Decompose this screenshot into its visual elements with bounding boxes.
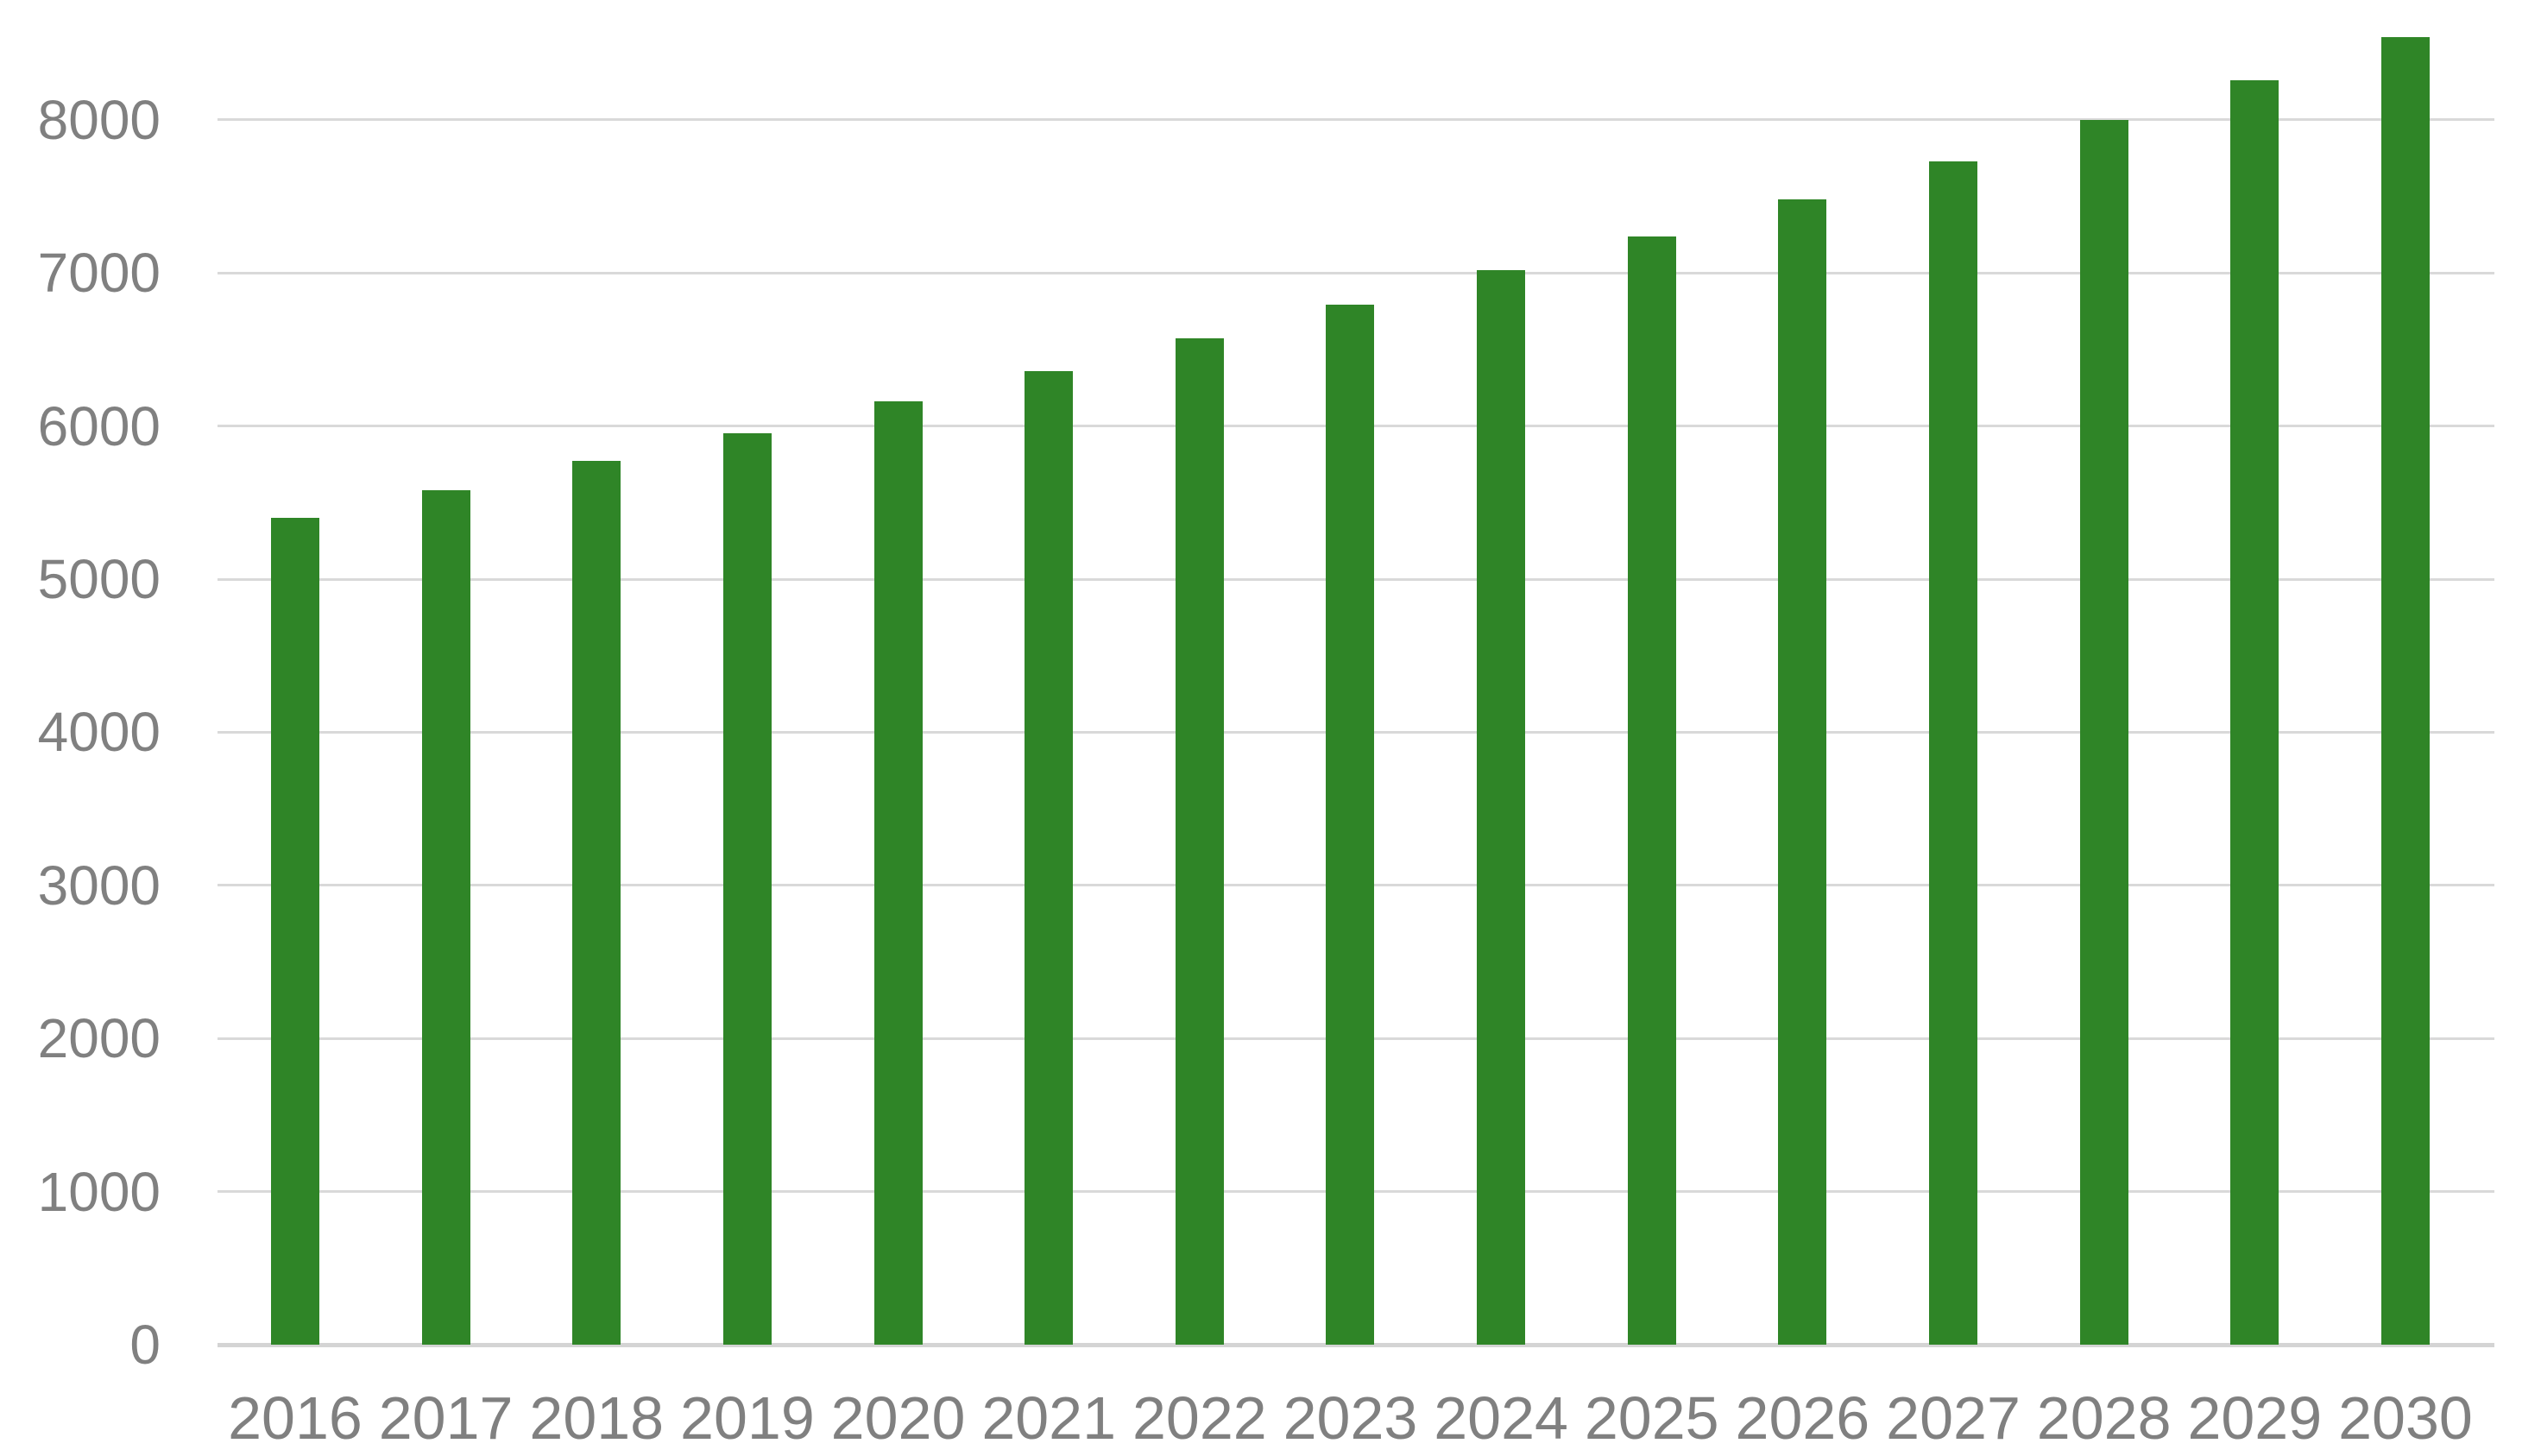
x-tick-label-2030: 2030 xyxy=(2338,1384,2473,1452)
bar-2023 xyxy=(1326,305,1375,1345)
bar-2017 xyxy=(421,490,470,1345)
x-tick-label-2025: 2025 xyxy=(1584,1384,1719,1452)
y-tick-label-4000: 4000 xyxy=(37,701,161,764)
x-axis-line xyxy=(218,1342,2494,1347)
x-tick-label-2021: 2021 xyxy=(981,1384,1117,1452)
y-tick-label-3000: 3000 xyxy=(37,854,161,917)
bar-2029 xyxy=(2230,79,2279,1345)
x-tick-label-2018: 2018 xyxy=(529,1384,665,1452)
bar-2021 xyxy=(1025,370,1074,1345)
bar-2025 xyxy=(1627,236,1676,1345)
y-tick-label-0: 0 xyxy=(129,1314,161,1376)
x-tick-label-2023: 2023 xyxy=(1283,1384,1418,1452)
gridline-8000 xyxy=(218,118,2494,122)
x-tick-label-2022: 2022 xyxy=(1132,1384,1267,1452)
x-tick-label-2016: 2016 xyxy=(228,1384,363,1452)
y-tick-label-6000: 6000 xyxy=(37,394,161,457)
bar-2020 xyxy=(873,401,923,1345)
x-tick-label-2019: 2019 xyxy=(680,1384,815,1452)
bar-2027 xyxy=(1929,161,1978,1345)
bar-2028 xyxy=(2079,119,2128,1345)
bar-2016 xyxy=(271,518,319,1345)
bar-2018 xyxy=(572,461,621,1345)
bar-2019 xyxy=(722,433,772,1345)
x-tick-label-2024: 2024 xyxy=(1434,1384,1568,1452)
bar-2030 xyxy=(2380,37,2430,1345)
y-tick-label-5000: 5000 xyxy=(37,548,161,610)
bar-2026 xyxy=(1778,199,1827,1345)
y-tick-label-7000: 7000 xyxy=(37,242,161,305)
x-tick-label-2020: 2020 xyxy=(830,1384,966,1452)
x-tick-label-2028: 2028 xyxy=(2036,1384,2172,1452)
x-tick-label-2027: 2027 xyxy=(1886,1384,2021,1452)
x-tick-label-2017: 2017 xyxy=(378,1384,514,1452)
x-tick-label-2029: 2029 xyxy=(2187,1384,2323,1452)
y-tick-label-2000: 2000 xyxy=(37,1007,161,1070)
y-tick-label-8000: 8000 xyxy=(37,88,161,151)
x-tick-label-2026: 2026 xyxy=(1735,1384,1870,1452)
gridline-7000 xyxy=(218,271,2494,274)
bar-2022 xyxy=(1175,338,1224,1345)
bar-2024 xyxy=(1477,269,1526,1345)
y-tick-label-1000: 1000 xyxy=(37,1160,161,1223)
